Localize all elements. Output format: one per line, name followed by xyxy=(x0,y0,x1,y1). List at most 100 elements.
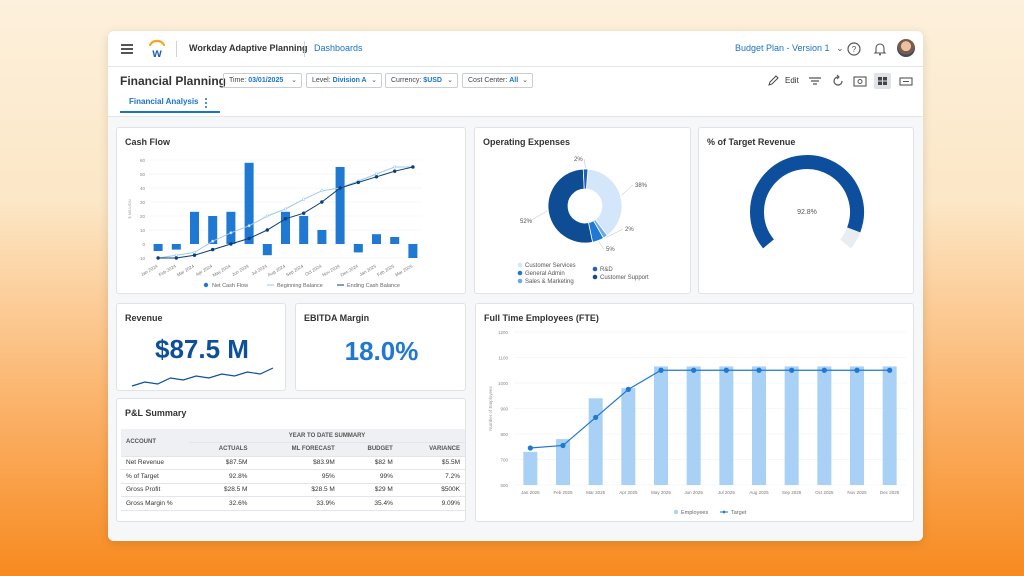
bar xyxy=(686,366,701,485)
revenue-card: Revenue $87.5 M xyxy=(116,303,286,391)
bar xyxy=(335,167,345,244)
table-cell: $87.5M xyxy=(189,456,253,470)
y-tick-label: 900 xyxy=(500,407,508,412)
bar xyxy=(752,366,766,485)
target-revenue-gauge: 92.8% xyxy=(750,155,864,249)
data-point xyxy=(283,217,288,221)
edit-pencil-icon[interactable] xyxy=(767,73,779,89)
x-tick-label: Dec 2024 xyxy=(340,263,360,277)
bar xyxy=(654,366,668,485)
pie-slice xyxy=(585,168,623,237)
filter-value: $USD xyxy=(423,77,442,84)
table-cell: 95% xyxy=(252,469,340,484)
bar xyxy=(817,366,832,485)
hamburger-menu-icon[interactable] xyxy=(121,44,133,54)
present-icon[interactable] xyxy=(899,73,913,89)
legend-swatch xyxy=(517,270,523,276)
leader-line xyxy=(529,210,548,222)
pie-slice xyxy=(547,168,594,244)
bar xyxy=(588,398,603,485)
legend-label: Beginning Balance xyxy=(277,283,323,289)
help-icon[interactable]: ? xyxy=(846,41,862,57)
x-tick-label: Feb 2024 xyxy=(158,263,177,277)
snapshot-icon[interactable] xyxy=(853,73,867,89)
refresh-icon[interactable] xyxy=(831,73,845,89)
card-title: Cash Flow xyxy=(125,137,171,147)
filter-label: Cost Center: xyxy=(468,77,508,84)
cost-center-filter[interactable]: Cost Center: All ⌄ xyxy=(462,73,533,88)
legend-swatch xyxy=(203,282,209,288)
chevron-down-icon: ⌄ xyxy=(447,77,453,84)
x-tick-label: Jan 2025 xyxy=(358,263,377,277)
x-tick-label: Jul 2025 xyxy=(718,490,736,495)
y-tick-label: 10 xyxy=(140,228,146,233)
bar xyxy=(226,211,236,244)
plan-selector[interactable]: Budget Plan - Version 1 ⌄ xyxy=(735,43,844,54)
card-title: Full Time Employees (FTE) xyxy=(484,313,599,323)
tab-financial-analysis[interactable]: Financial Analysis xyxy=(120,97,220,113)
separator xyxy=(176,41,177,57)
x-tick-label: Jul 2024 xyxy=(251,263,269,276)
pie-value-label: 5% xyxy=(606,247,615,253)
data-point xyxy=(691,367,697,373)
data-point xyxy=(854,367,860,373)
top-bar: w Workday Adaptive Planning Dashboards B… xyxy=(108,31,923,67)
y-tick-label: 800 xyxy=(500,432,508,437)
pl-summary-card: P&L Summary ACCOUNT YEAR TO DATE SUMMARY… xyxy=(116,398,466,522)
app-window: w Workday Adaptive Planning Dashboards B… xyxy=(108,31,923,541)
data-point xyxy=(723,367,729,373)
more-options-icon[interactable] xyxy=(204,97,208,109)
table-cell: Gross Profit xyxy=(121,483,189,497)
column-header: BUDGET xyxy=(339,442,398,457)
table-row: Gross Margin % 32.6% 33.9% 35.4% 9.09% xyxy=(121,496,465,511)
svg-text:?: ? xyxy=(852,45,857,54)
svg-text:w: w xyxy=(151,46,162,59)
pie-value-label: 38% xyxy=(635,183,648,189)
filter-icon[interactable] xyxy=(808,73,822,89)
plan-selector-label: Budget Plan - Version 1 xyxy=(735,43,830,53)
data-point xyxy=(284,207,288,211)
notification-bell-icon[interactable] xyxy=(872,41,888,57)
x-tick-label: Nov 2024 xyxy=(321,263,341,277)
legend-label: Target xyxy=(731,510,747,516)
table-cell: $500K xyxy=(397,483,465,497)
page-title: Financial Planning xyxy=(120,74,227,88)
bar xyxy=(719,366,734,485)
time-filter[interactable]: Time: 03/01/2025 ⌄ xyxy=(223,73,302,88)
filter-label: Currency: xyxy=(391,77,422,84)
table-cell: 92.8% xyxy=(189,469,253,484)
x-tick-label: Sep 2025 xyxy=(782,490,802,495)
chevron-down-icon: ⌄ xyxy=(371,77,377,84)
level-filter[interactable]: Level: Division A ⌄ xyxy=(306,73,382,88)
y-axis-label: $ MILLION xyxy=(127,199,132,218)
table-cell: % of Target xyxy=(121,469,189,484)
edit-button[interactable]: Edit xyxy=(785,76,799,85)
user-avatar[interactable] xyxy=(897,39,915,57)
table-row: Net Revenue $87.5M $83.9M $82 M $5.5M xyxy=(121,456,465,470)
data-point xyxy=(211,239,215,243)
bar xyxy=(262,244,272,256)
column-header: VARIANCE xyxy=(397,442,465,457)
legend-swatch xyxy=(517,278,523,284)
workday-logo[interactable]: w xyxy=(147,39,167,59)
x-tick-label: Mar 2025 xyxy=(394,263,413,277)
currency-filter[interactable]: Currency: $USD ⌄ xyxy=(385,73,458,88)
bar xyxy=(850,366,864,485)
filter-label: Time: xyxy=(229,77,247,84)
column-header: ACCOUNT xyxy=(121,429,189,457)
target-revenue-card: % of Target Revenue 92.8% xyxy=(698,127,914,294)
bar xyxy=(244,162,254,244)
pie-value-label: 2% xyxy=(625,227,634,233)
grid-view-button[interactable] xyxy=(874,73,891,89)
gauge-value-label: 92.8% xyxy=(797,209,817,216)
y-tick-label: 1000 xyxy=(498,381,509,386)
table-cell: 33.9% xyxy=(252,496,340,511)
dashboards-link[interactable]: Dashboards xyxy=(314,43,363,53)
bar xyxy=(372,234,381,244)
bar xyxy=(299,216,309,244)
y-tick-label: 0 xyxy=(142,242,145,247)
data-point xyxy=(265,214,269,218)
x-tick-label: Mar 2024 xyxy=(176,263,195,277)
card-title: % of Target Revenue xyxy=(707,137,796,147)
bar xyxy=(408,244,418,258)
